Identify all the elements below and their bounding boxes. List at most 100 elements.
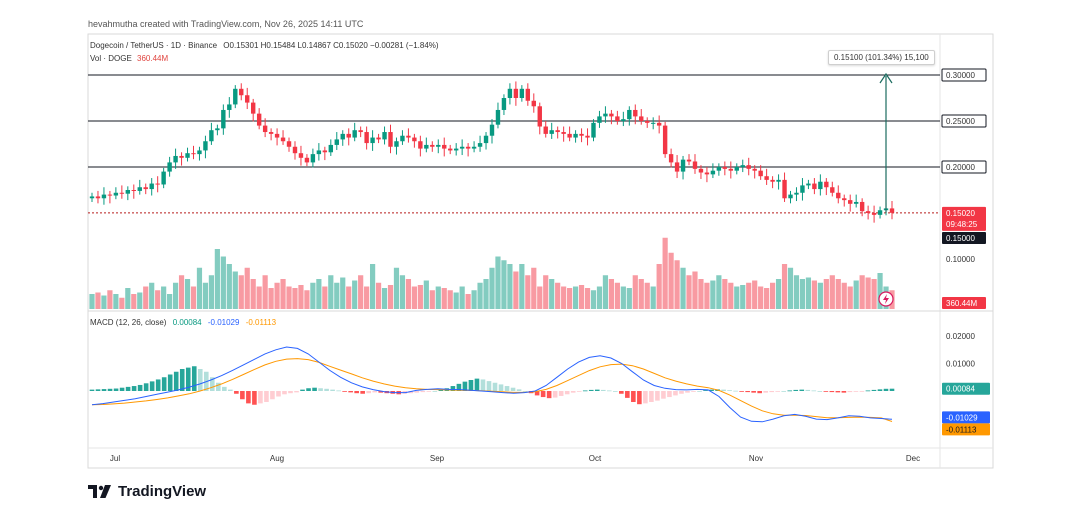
candle-body	[113, 192, 119, 196]
volume-bar	[668, 252, 674, 309]
macd-histogram-bar	[613, 391, 618, 392]
volume-bar	[161, 286, 167, 309]
candle-body	[131, 190, 136, 191]
macd-histogram-bar	[763, 391, 768, 393]
volume-bar	[125, 288, 131, 309]
volume-bar	[184, 279, 191, 309]
macd-histogram-bar	[889, 388, 895, 391]
volume-bar	[167, 294, 173, 309]
macd-histogram-bar	[438, 389, 444, 391]
volume-bar	[513, 271, 519, 309]
price-level-label: 0.15000	[946, 234, 975, 243]
volume-bar	[740, 285, 746, 309]
candle-body	[203, 141, 208, 151]
candle-body	[591, 122, 596, 138]
volume-bar	[656, 264, 662, 309]
candle-body	[358, 130, 363, 133]
volume-bar	[286, 286, 292, 309]
price-level-tag: 0.10000	[946, 255, 975, 264]
macd-histogram-bar	[697, 391, 702, 392]
volume-bar	[89, 294, 95, 309]
macd-histogram-bar	[727, 390, 732, 391]
macd-histogram-bar	[667, 391, 672, 398]
candle-body	[704, 172, 710, 175]
volume-bar	[172, 282, 179, 309]
macd-histogram-bar	[131, 386, 137, 391]
candle-body	[507, 88, 513, 98]
macd-line-tag: -0.01029	[942, 411, 990, 424]
volume-bar	[871, 279, 877, 309]
volume-bar	[358, 275, 364, 309]
macd-histogram-bar	[661, 391, 666, 399]
macd-histogram-bar	[408, 391, 414, 394]
volume-bar	[775, 279, 782, 309]
macd-histogram-bar	[492, 382, 498, 391]
macd-histogram-bar	[582, 390, 588, 392]
macd-histogram-bar	[829, 391, 835, 393]
macd-histogram-bar	[456, 383, 462, 391]
candle-body	[286, 141, 292, 147]
macd-histogram-bar	[588, 389, 594, 391]
candle-body	[239, 88, 244, 96]
candle-body	[621, 119, 626, 121]
symbol-name[interactable]: Dogecoin / TetherUS · 1D · Binance	[90, 41, 218, 50]
candle-body	[256, 113, 262, 126]
volume-bar	[728, 282, 734, 309]
candle-body	[633, 109, 638, 117]
price-level-label: 0.20000	[946, 163, 975, 172]
candle-body	[585, 135, 590, 138]
volume-bar	[95, 292, 101, 309]
candle-body	[806, 183, 811, 186]
macd-histogram-bar	[799, 389, 805, 391]
candle-body	[573, 133, 578, 138]
candle-body	[650, 122, 656, 124]
candle-body	[448, 148, 453, 151]
candle-body	[412, 137, 417, 142]
measure-label[interactable]: 0.15100 (101.34%) 15,100	[828, 50, 935, 65]
macd-histogram-bar	[793, 389, 799, 391]
macd-histogram-bar	[781, 391, 787, 392]
macd-label[interactable]: MACD (12, 26, close)	[90, 318, 167, 327]
macd-histogram-bar	[173, 371, 179, 391]
macd-histogram-bar	[89, 389, 95, 391]
macd-histogram-bar	[468, 380, 474, 391]
macd-histogram-bar	[161, 377, 167, 391]
volume-tag-box	[942, 297, 986, 309]
candle-body	[567, 133, 572, 138]
candle-body	[167, 162, 172, 172]
candle-body	[89, 196, 95, 199]
macd-histogram-bar	[504, 386, 510, 391]
volume-bar	[847, 286, 853, 309]
volume-bar	[865, 277, 871, 309]
volume-bar	[483, 279, 489, 309]
ohlc-values: O0.15301 H0.15484 L0.14867 C0.15020 −0.0…	[223, 41, 439, 50]
macd-hist-value: 0.00084	[172, 318, 202, 327]
candle-body	[728, 168, 734, 171]
price-level-tag-box	[941, 114, 987, 128]
macd-histogram-bar	[228, 389, 233, 391]
candle-body	[603, 113, 608, 117]
candle-body	[865, 211, 871, 213]
volume-bar	[704, 282, 710, 309]
volume-bar	[423, 280, 429, 309]
macd-histogram-bar	[516, 389, 522, 391]
volume-bar	[322, 286, 328, 309]
macd-histogram-bar	[643, 391, 648, 404]
macd-histogram-bar	[318, 388, 323, 391]
candle-body	[436, 144, 441, 147]
candle-body	[758, 170, 763, 177]
volume-bar	[584, 288, 591, 309]
candle-body	[430, 144, 435, 147]
macd-line-value: -0.01029	[207, 318, 240, 327]
candle-body	[722, 167, 728, 169]
candle-body	[292, 146, 298, 154]
volume-bar	[334, 282, 340, 309]
volume-bar	[304, 290, 310, 309]
volume-bar	[316, 279, 322, 309]
volume-bar	[364, 286, 370, 309]
volume-bar	[149, 282, 155, 309]
volume-bar	[489, 267, 495, 309]
volume-bar	[572, 286, 579, 309]
volume-bar	[626, 288, 632, 309]
